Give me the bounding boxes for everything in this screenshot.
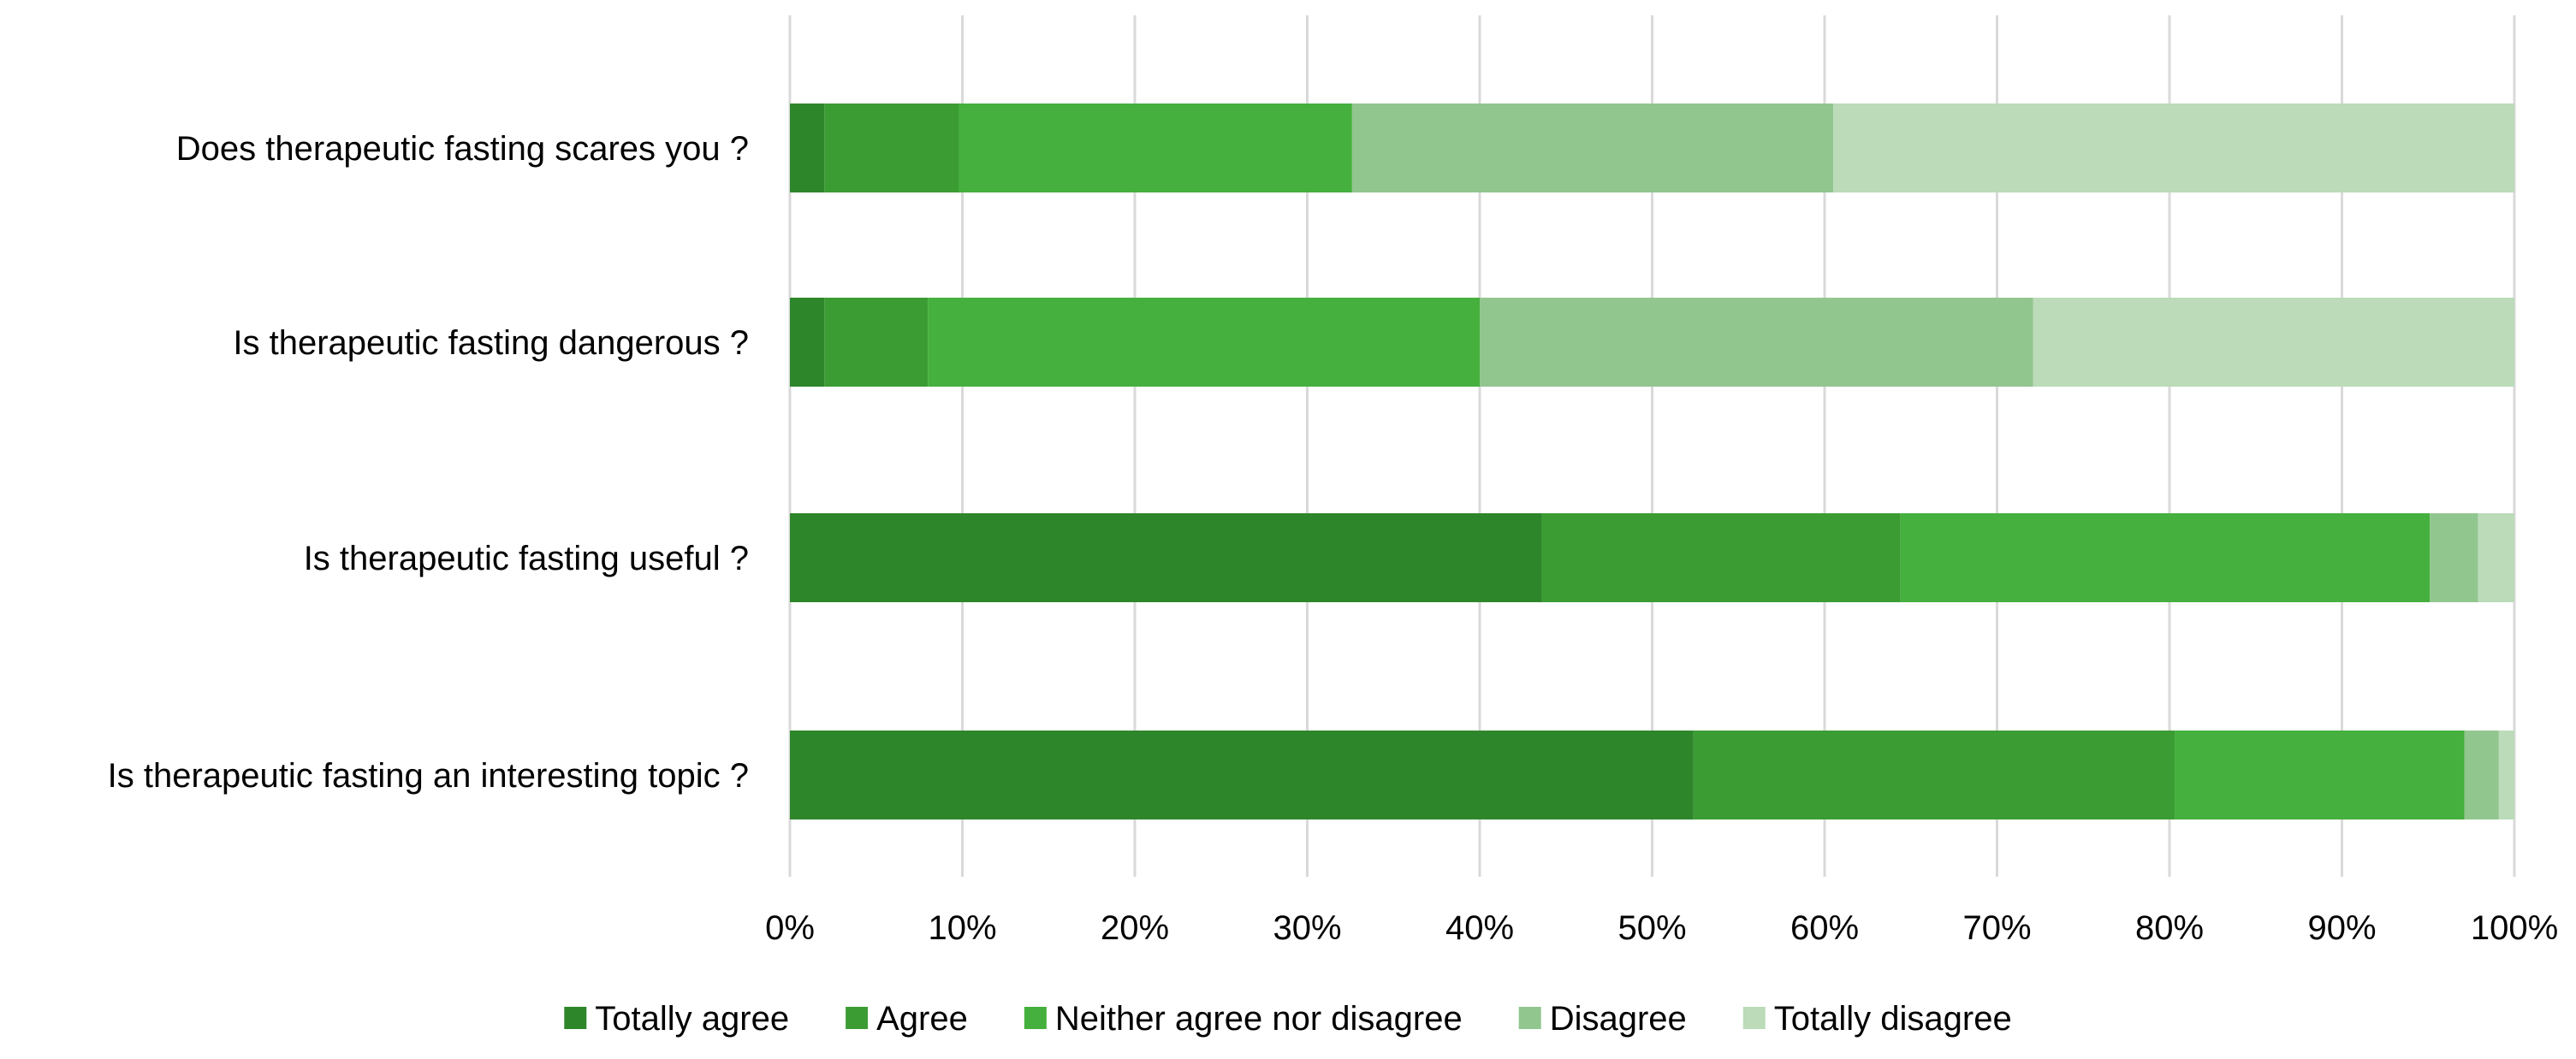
x-tick-label: 0%	[765, 909, 815, 947]
x-tick-label: 50%	[1617, 909, 1686, 947]
legend-swatch	[1742, 1007, 1766, 1029]
bar-segment	[1541, 513, 1901, 602]
bar-segment	[790, 298, 825, 387]
bars	[790, 104, 2514, 819]
legend-swatch	[1024, 1007, 1047, 1029]
bar-segment	[790, 104, 825, 192]
x-tick-label: 90%	[2307, 909, 2376, 947]
x-tick-label: 100%	[2471, 909, 2558, 947]
bar-segment	[1351, 104, 1834, 192]
legend-label: Disagree	[1550, 1000, 1687, 1038]
bar-segment	[790, 731, 1694, 819]
bar-segment	[790, 513, 1542, 602]
legend-swatch	[1518, 1007, 1541, 1029]
x-tick-label: 80%	[2135, 909, 2204, 947]
legend-label: Neither agree nor disagree	[1055, 1000, 1463, 1038]
bar-segment	[1833, 104, 2514, 192]
category-label: Does therapeutic fasting scares you ?	[176, 130, 749, 168]
bar-segment	[824, 298, 929, 387]
bar-segment	[2175, 731, 2465, 819]
bar-segment	[2430, 513, 2478, 602]
x-tick-label: 20%	[1101, 909, 1169, 947]
legend-label: Agree	[876, 1000, 968, 1038]
legend-item: Totally disagree	[1742, 1000, 2012, 1038]
category-labels: Does therapeutic fasting scares you ? Is …	[108, 130, 749, 795]
x-tick-label: 70%	[1962, 909, 2031, 947]
legend-item: Totally agree	[564, 1000, 789, 1038]
category-label: Is therapeutic fasting useful ?	[304, 540, 749, 577]
bar-segment	[2464, 731, 2499, 819]
legend-item: Neither agree nor disagree	[1024, 1000, 1463, 1038]
category-label: Is therapeutic fasting dangerous ?	[233, 324, 749, 362]
bar-segment	[1900, 513, 2431, 602]
bar-segment	[1693, 731, 2175, 819]
bar-segment	[2033, 298, 2514, 387]
legend-swatch	[846, 1007, 869, 1029]
x-axis-tick-labels: 0% 10% 20% 30% 40% 50% 60% 70% 80% 90% 100%	[765, 909, 2558, 947]
legend-swatch	[564, 1007, 587, 1029]
legend-item: Disagree	[1518, 1000, 1687, 1038]
bar-segment	[1480, 298, 2033, 387]
x-tick-label: 40%	[1445, 909, 1514, 947]
category-label: Is therapeutic fasting an interesting to…	[108, 757, 749, 795]
bar-segment	[824, 104, 959, 192]
bar-segment	[928, 298, 1480, 387]
bar-segment	[959, 104, 1352, 192]
bar-segment	[2498, 731, 2514, 819]
bar-segment	[2478, 513, 2514, 602]
legend-label: Totally disagree	[1774, 1000, 2012, 1038]
x-tick-label: 10%	[928, 909, 996, 947]
legend: Totally agree Agree Neither agree nor disa…	[564, 1000, 2012, 1038]
legend-item: Agree	[846, 1000, 968, 1038]
legend-label: Totally agree	[595, 1000, 789, 1038]
x-tick-label: 60%	[1790, 909, 1859, 947]
x-tick-label: 30%	[1273, 909, 1341, 947]
